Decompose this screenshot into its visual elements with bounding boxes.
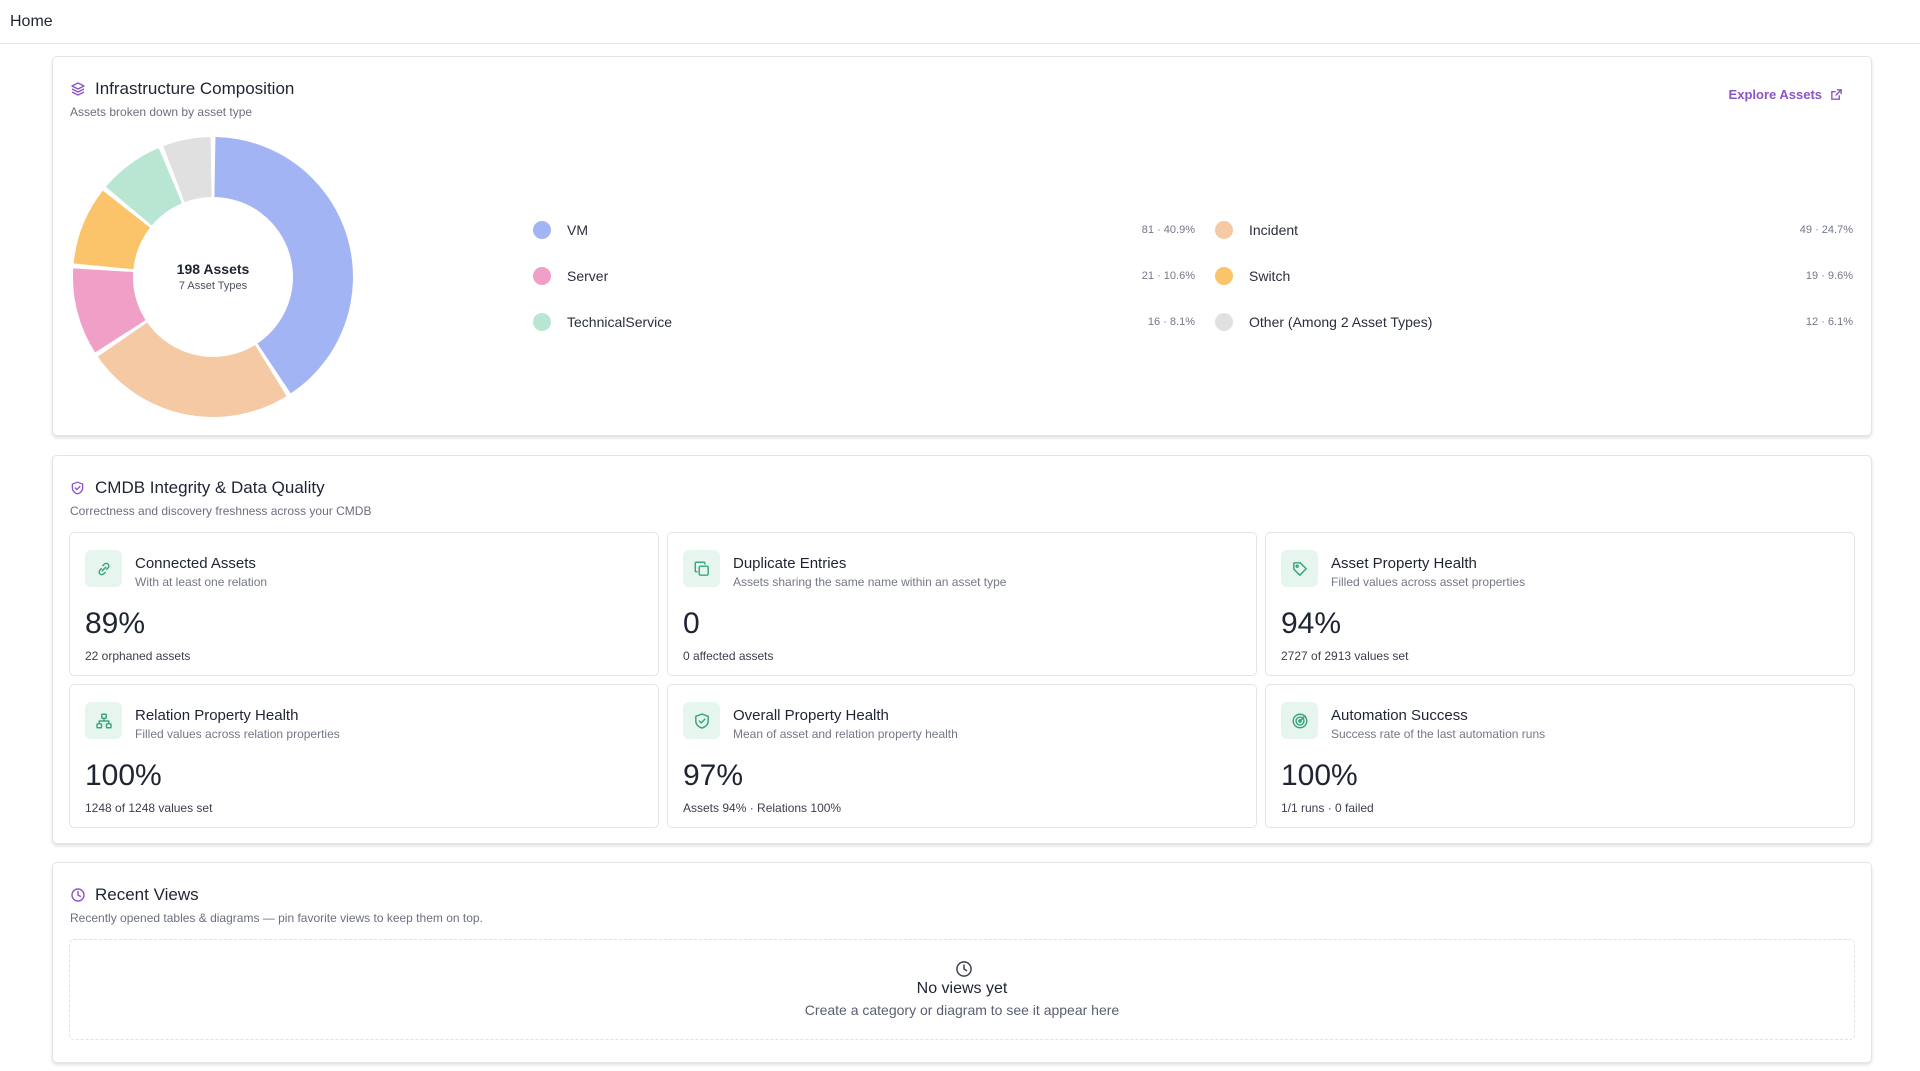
legend-label: Other (Among 2 Asset Types) — [1249, 314, 1433, 330]
donut-slice-switch[interactable] — [73, 190, 151, 270]
metric-card[interactable]: Relation Property Health Filled values ac… — [69, 684, 659, 828]
explore-assets-link[interactable]: Explore Assets — [1729, 87, 1843, 102]
integrity-subtitle: Correctness and discovery freshness acro… — [70, 504, 372, 518]
legend-color-dot — [533, 221, 551, 239]
infrastructure-composition-card: Infrastructure Composition Assets broken… — [52, 56, 1872, 436]
recent-views-card: Recent Views Recently opened tables & di… — [52, 862, 1872, 1063]
integrity-metrics-grid: Connected Assets With at least one relati… — [69, 532, 1855, 828]
explore-assets-label: Explore Assets — [1728, 87, 1822, 102]
shield-icon — [70, 480, 86, 496]
legend-item[interactable]: Switch 19 · 9.6% — [1215, 253, 1853, 299]
integrity-header: CMDB Integrity & Data Quality — [70, 478, 325, 498]
metric-value: 89% — [85, 607, 146, 640]
donut-slice-technicalservice[interactable] — [105, 147, 182, 226]
metric-note: 0 affected assets — [683, 649, 774, 663]
metric-subtitle: Filled values across asset properties — [1331, 575, 1526, 589]
legend-value: 16 · 8.1% — [1147, 316, 1195, 328]
legend-color-dot — [1215, 313, 1233, 331]
link-icon — [85, 550, 122, 587]
metric-subtitle: With at least one relation — [135, 575, 268, 589]
legend-value: 21 · 10.6% — [1141, 270, 1195, 282]
recent-header: Recent Views — [70, 885, 199, 905]
metric-value: 0 — [683, 607, 700, 640]
empty-clock-icon — [955, 960, 973, 983]
network-icon — [85, 702, 122, 739]
metric-title: Connected Assets — [135, 555, 256, 572]
legend-label: Incident — [1249, 222, 1299, 238]
copy-icon — [683, 550, 720, 587]
donut-slice-server[interactable] — [73, 268, 146, 353]
legend-item[interactable]: Other (Among 2 Asset Types) 12 · 6.1% — [1215, 299, 1853, 345]
metric-value: 100% — [1281, 759, 1358, 792]
legend-value: 81 · 40.9% — [1141, 224, 1195, 236]
metric-card[interactable]: Automation Success Success rate of the la… — [1265, 684, 1855, 828]
metric-card[interactable]: Connected Assets With at least one relati… — [69, 532, 659, 676]
donut-center-types: 7 Asset Types — [179, 280, 248, 292]
composition-legend: VM 81 · 40.9% Incident 49 · 24.7% Server 21 ·… — [533, 207, 1853, 345]
clock-icon — [70, 887, 86, 903]
external-link-icon — [1831, 89, 1842, 100]
cmdb-integrity-card: CMDB Integrity & Data Quality Correctnes… — [52, 455, 1872, 844]
metric-value: 100% — [85, 759, 162, 792]
legend-value: 49 · 24.7% — [1799, 224, 1853, 236]
legend-color-dot — [1215, 221, 1233, 239]
metric-card[interactable]: Overall Property Health Mean of asset and… — [667, 684, 1257, 828]
metric-subtitle: Success rate of the last automation runs — [1331, 727, 1546, 741]
metric-title: Duplicate Entries — [733, 555, 847, 572]
legend-color-dot — [533, 313, 551, 331]
legend-item[interactable]: Server 21 · 10.6% — [533, 253, 1195, 299]
legend-label: Switch — [1249, 268, 1291, 284]
donut-center-total: 198 Assets — [177, 261, 250, 277]
empty-state-title: No views yet — [916, 980, 1008, 997]
composition-title: Infrastructure Composition — [95, 79, 295, 98]
metric-note: 1248 of 1248 values set — [85, 801, 213, 815]
metric-card[interactable]: Duplicate Entries Assets sharing the same… — [667, 532, 1257, 676]
composition-subtitle: Assets broken down by asset type — [70, 105, 253, 119]
recent-title: Recent Views — [95, 885, 199, 904]
donut-slice-vm[interactable] — [214, 137, 353, 394]
metric-note: 22 orphaned assets — [85, 649, 191, 663]
integrity-title: CMDB Integrity & Data Quality — [95, 478, 325, 497]
recent-subtitle: Recently opened tables & diagrams — pin … — [70, 911, 483, 925]
legend-label: Server — [567, 268, 609, 284]
asset-type-donut-chart: 198 Assets 7 Asset Types — [73, 137, 353, 417]
top-bar: Home — [0, 0, 1920, 44]
metric-title: Relation Property Health — [135, 707, 299, 724]
empty-state-subtitle: Create a category or diagram to see it a… — [804, 1002, 1120, 1018]
metric-card[interactable]: Asset Property Health Filled values acros… — [1265, 532, 1855, 676]
legend-item[interactable]: Incident 49 · 24.7% — [1215, 207, 1853, 253]
metric-value: 94% — [1281, 607, 1342, 640]
legend-item[interactable]: TechnicalService 16 · 8.1% — [533, 299, 1195, 345]
metric-subtitle: Filled values across relation properties — [135, 727, 340, 741]
metric-note: Assets 94% · Relations 100% — [683, 801, 842, 815]
metric-title: Overall Property Health — [733, 707, 889, 724]
legend-value: 12 · 6.1% — [1805, 316, 1853, 328]
metric-subtitle: Mean of asset and relation property heal… — [733, 727, 958, 741]
shield-check-icon — [683, 702, 720, 739]
donut-slice-other-among-2-asset-types[interactable] — [163, 137, 212, 203]
composition-header: Infrastructure Composition — [70, 79, 294, 99]
metric-note: 1/1 runs · 0 failed — [1281, 801, 1374, 815]
donut-slice-incident[interactable] — [97, 322, 287, 417]
layers-icon — [70, 81, 86, 97]
legend-label: VM — [567, 222, 588, 238]
legend-color-dot — [1215, 267, 1233, 285]
metric-value: 97% — [683, 759, 744, 792]
metric-note: 2727 of 2913 values set — [1281, 649, 1409, 663]
legend-color-dot — [533, 267, 551, 285]
metric-title: Automation Success — [1331, 707, 1468, 724]
metric-title: Asset Property Health — [1331, 555, 1477, 572]
metric-subtitle: Assets sharing the same name within an a… — [733, 575, 1007, 589]
tag-icon — [1281, 550, 1318, 587]
recent-views-empty-state: No views yet Create a category or diagra… — [69, 939, 1855, 1040]
breadcrumb-home[interactable]: Home — [10, 12, 53, 30]
legend-item[interactable]: VM 81 · 40.9% — [533, 207, 1195, 253]
radar-icon — [1281, 702, 1318, 739]
legend-value: 19 · 9.6% — [1805, 270, 1853, 282]
legend-label: TechnicalService — [567, 314, 673, 330]
